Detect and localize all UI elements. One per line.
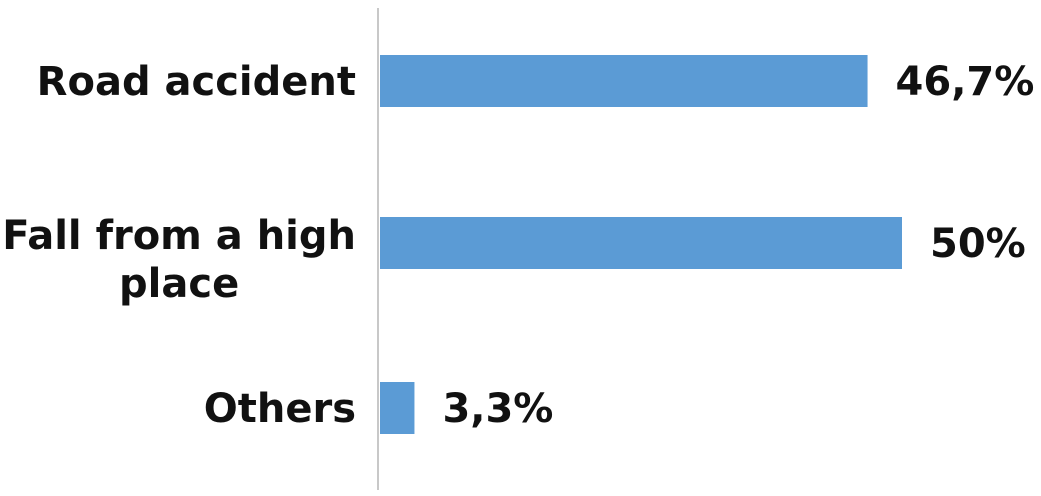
bar-0: [380, 55, 868, 107]
value-label-2: 3,3%: [442, 386, 553, 432]
bar-1: [380, 217, 902, 269]
value-label-0: 46,7%: [896, 59, 1035, 105]
category-label-line: Fall from a high: [2, 213, 356, 259]
category-label-2: Others: [204, 386, 356, 432]
category-label-0: Road accident: [37, 59, 356, 105]
bar-2: [380, 382, 415, 434]
value-label-1: 50%: [930, 221, 1026, 267]
category-label-line: Road accident: [37, 59, 356, 105]
category-label-line: Others: [204, 386, 356, 432]
category-label-1: Fall from a high place: [2, 213, 356, 307]
category-label-line: place: [119, 261, 239, 307]
